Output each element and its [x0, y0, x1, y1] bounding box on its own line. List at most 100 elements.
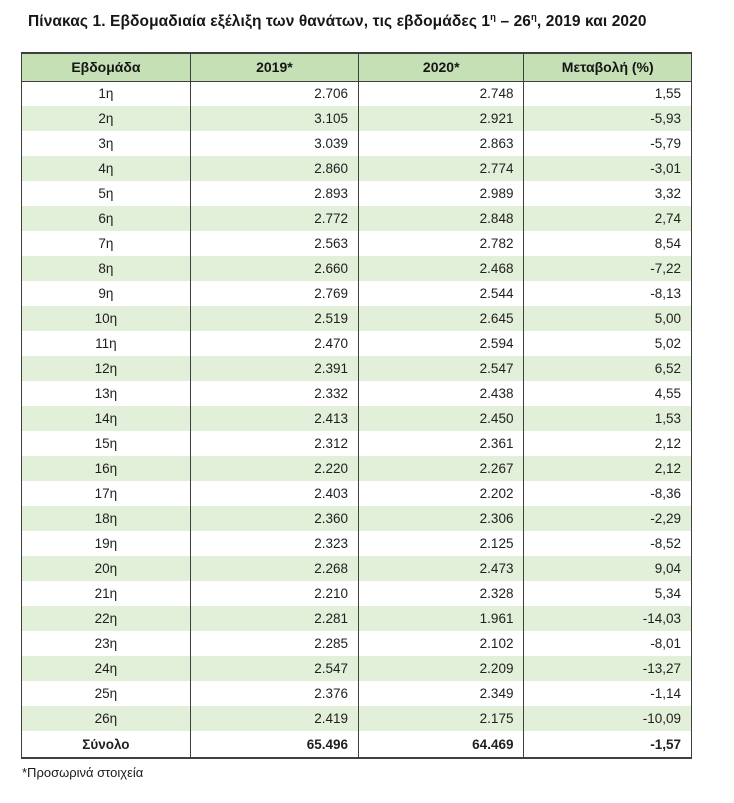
total-row: Σύνολο 65.496 64.469 -1,57: [21, 731, 692, 759]
change-cell: 6,52: [523, 356, 692, 381]
change-cell: -8,13: [523, 281, 692, 306]
value-2020-cell: 2.125: [357, 531, 525, 556]
change-cell: -8,36: [523, 481, 692, 506]
value-2020-cell: 2.361: [357, 431, 525, 456]
table-body: 1η 2.706 2.748 1,55 2η 3.105 2.921 -5,93…: [21, 81, 692, 731]
table-row: 4η 2.860 2.774 -3,01: [21, 156, 692, 181]
table-row: 20η 2.268 2.473 9,04: [21, 556, 692, 581]
table-row: 12η 2.391 2.547 6,52: [21, 356, 692, 381]
table-row: 7η 2.563 2.782 8,54: [21, 231, 692, 256]
total-value-2019: 65.496: [189, 731, 359, 759]
table-row: 17η 2.403 2.202 -8,36: [21, 481, 692, 506]
change-cell: -1,14: [523, 681, 692, 706]
total-change-value: -1,57: [523, 731, 692, 759]
header-row: Εβδομάδα 2019* 2020* Μεταβολή (%): [21, 52, 692, 82]
week-cell: 11η: [21, 331, 191, 356]
week-cell: 24η: [21, 656, 191, 681]
title-superscript: η: [490, 11, 497, 23]
week-cell: 21η: [21, 581, 191, 606]
change-cell: 1,55: [523, 81, 692, 106]
value-2019-cell: 2.285: [189, 631, 359, 656]
week-cell: 19η: [21, 531, 191, 556]
total-value-2020: 64.469: [357, 731, 525, 759]
table-row: 10η 2.519 2.645 5,00: [21, 306, 692, 331]
table-row: 19η 2.323 2.125 -8,52: [21, 531, 692, 556]
value-2020-cell: 2.267: [357, 456, 525, 481]
value-2020-cell: 2.774: [357, 156, 525, 181]
value-2019-cell: 2.312: [189, 431, 359, 456]
title-text-suffix: , 2019 και 2020: [536, 13, 647, 30]
table-footer: Σύνολο 65.496 64.469 -1,57: [21, 731, 692, 759]
change-cell: 4,55: [523, 381, 692, 406]
week-cell: 6η: [21, 206, 191, 231]
table-row: 18η 2.360 2.306 -2,29: [21, 506, 692, 531]
value-2019-cell: 2.281: [189, 606, 359, 631]
change-cell: 5,00: [523, 306, 692, 331]
change-cell: 8,54: [523, 231, 692, 256]
value-2019-cell: 2.519: [189, 306, 359, 331]
week-cell: 14η: [21, 406, 191, 431]
week-cell: 18η: [21, 506, 191, 531]
value-2019-cell: 2.376: [189, 681, 359, 706]
change-cell: -5,79: [523, 131, 692, 156]
value-2020-cell: 2.748: [357, 81, 525, 106]
table-row: 15η 2.312 2.361 2,12: [21, 431, 692, 456]
table-row: 13η 2.332 2.438 4,55: [21, 381, 692, 406]
week-cell: 10η: [21, 306, 191, 331]
value-2020-cell: 2.328: [357, 581, 525, 606]
table-row: 22η 2.281 1.961 -14,03: [21, 606, 692, 631]
week-cell: 4η: [21, 156, 191, 181]
value-2020-cell: 2.989: [357, 181, 525, 206]
value-2020-cell: 2.863: [357, 131, 525, 156]
change-cell: -3,01: [523, 156, 692, 181]
change-cell: -10,09: [523, 706, 692, 731]
value-2020-cell: 2.209: [357, 656, 525, 681]
change-cell: -13,27: [523, 656, 692, 681]
table-row: 21η 2.210 2.328 5,34: [21, 581, 692, 606]
value-2019-cell: 3.105: [189, 106, 359, 131]
value-2019-cell: 2.419: [189, 706, 359, 731]
week-cell: 13η: [21, 381, 191, 406]
value-2020-cell: 2.782: [357, 231, 525, 256]
table-row: 5η 2.893 2.989 3,32: [21, 181, 692, 206]
value-2020-cell: 2.349: [357, 681, 525, 706]
column-header-2019: 2019*: [189, 52, 359, 82]
week-cell: 3η: [21, 131, 191, 156]
week-cell: 23η: [21, 631, 191, 656]
week-cell: 12η: [21, 356, 191, 381]
week-cell: 7η: [21, 231, 191, 256]
value-2019-cell: 2.470: [189, 331, 359, 356]
change-cell: 5,02: [523, 331, 692, 356]
week-cell: 22η: [21, 606, 191, 631]
value-2019-cell: 2.391: [189, 356, 359, 381]
table-row: 23η 2.285 2.102 -8,01: [21, 631, 692, 656]
value-2019-cell: 2.332: [189, 381, 359, 406]
value-2019-cell: 2.323: [189, 531, 359, 556]
weekly-deaths-table: Εβδομάδα 2019* 2020* Μεταβολή (%) 1η 2.7…: [21, 52, 692, 759]
week-cell: 15η: [21, 431, 191, 456]
value-2020-cell: 2.594: [357, 331, 525, 356]
total-label: Σύνολο: [21, 731, 191, 759]
value-2020-cell: 2.473: [357, 556, 525, 581]
change-cell: 2,74: [523, 206, 692, 231]
table-row: 14η 2.413 2.450 1,53: [21, 406, 692, 431]
week-cell: 2η: [21, 106, 191, 131]
value-2020-cell: 2.921: [357, 106, 525, 131]
column-header-2020: 2020*: [357, 52, 525, 82]
title-text-mid: – 26: [496, 13, 532, 30]
value-2019-cell: 2.860: [189, 156, 359, 181]
week-cell: 20η: [21, 556, 191, 581]
value-2020-cell: 2.544: [357, 281, 525, 306]
value-2019-cell: 2.893: [189, 181, 359, 206]
table-row: 16η 2.220 2.267 2,12: [21, 456, 692, 481]
value-2019-cell: 2.772: [189, 206, 359, 231]
table-row: 9η 2.769 2.544 -8,13: [21, 281, 692, 306]
change-cell: 2,12: [523, 431, 692, 456]
table-row: 2η 3.105 2.921 -5,93: [21, 106, 692, 131]
value-2019-cell: 2.210: [189, 581, 359, 606]
value-2019-cell: 2.547: [189, 656, 359, 681]
table-title: Πίνακας 1. Εβδομαδιαία εξέλιξη των θανάτ…: [28, 13, 647, 31]
value-2020-cell: 1.961: [357, 606, 525, 631]
value-2019-cell: 2.403: [189, 481, 359, 506]
value-2020-cell: 2.468: [357, 256, 525, 281]
